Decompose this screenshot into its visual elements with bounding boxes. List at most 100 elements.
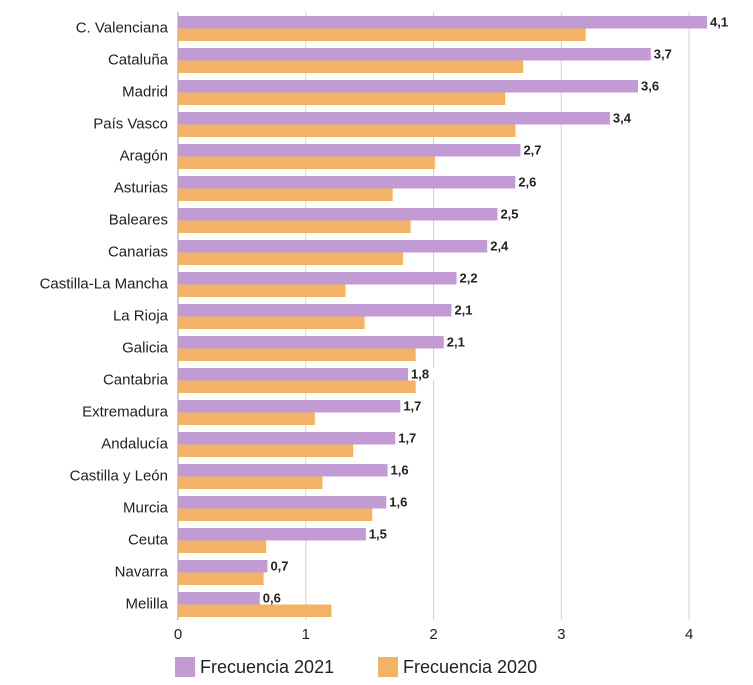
value-label-bg: [387, 496, 414, 509]
bar: [178, 348, 416, 361]
value-label: 2,7: [523, 143, 541, 158]
bar: [178, 28, 586, 41]
bar: [178, 432, 396, 445]
bar: [178, 208, 498, 221]
value-label-bg: [396, 432, 423, 445]
value-label: 2,4: [490, 239, 509, 254]
bar: [178, 604, 332, 617]
value-label: 1,5: [369, 527, 387, 542]
value-label: 0,6: [263, 591, 281, 606]
value-label: 1,6: [389, 495, 407, 510]
y-tick-label: Extremadura: [82, 403, 169, 420]
bar: [178, 60, 523, 73]
y-tick-label: C. Valenciana: [76, 19, 169, 36]
value-label: 2,2: [460, 271, 478, 286]
value-label: 1,7: [403, 399, 421, 414]
value-label-bg: [516, 176, 543, 189]
bar: [178, 48, 651, 61]
bar: [178, 336, 444, 349]
value-label: 4,1: [710, 15, 728, 30]
x-tick-label: 3: [557, 626, 565, 643]
value-label: 1,8: [411, 367, 429, 382]
value-label: 3,6: [641, 79, 659, 94]
value-label-bg: [401, 400, 428, 413]
legend-swatch: [175, 657, 195, 677]
value-label: 2,1: [454, 303, 472, 318]
value-label-bg: [388, 464, 415, 477]
y-tick-label: Ceuta: [128, 531, 169, 548]
bar: [178, 252, 403, 265]
y-tick-label: Baleares: [109, 211, 168, 228]
x-tick-label: 4: [685, 626, 693, 643]
y-tick-label: Castilla y León: [70, 467, 168, 484]
y-tick-label: Castilla-La Mancha: [40, 275, 169, 292]
value-label-bg: [708, 16, 734, 29]
y-tick-label: Aragón: [120, 147, 168, 164]
bar: [178, 444, 354, 457]
value-label-bg: [521, 144, 548, 157]
value-label-bg: [488, 240, 515, 253]
bar: [178, 80, 638, 93]
value-label-bg: [366, 528, 393, 541]
bar: [178, 176, 516, 189]
bar: [178, 540, 267, 553]
bar: [178, 272, 457, 285]
bar: [178, 124, 516, 137]
value-label-bg: [260, 592, 287, 605]
value-label-bg: [498, 208, 525, 221]
bar: [178, 188, 393, 201]
x-tick-label: 2: [429, 626, 437, 643]
y-tick-label: Andalucía: [101, 435, 168, 452]
value-label-bg: [409, 368, 435, 381]
value-label-bg: [457, 272, 484, 285]
value-label: 2,1: [447, 335, 465, 350]
bar: [178, 508, 373, 521]
bar: [178, 464, 388, 477]
value-label-bg: [452, 304, 479, 317]
y-tick-label: Asturias: [114, 179, 168, 196]
bar: [178, 572, 264, 585]
value-label: 1,7: [398, 431, 416, 446]
bar: [178, 528, 366, 541]
y-tick-label: Melilla: [125, 595, 168, 612]
bar: [178, 144, 521, 157]
bar: [178, 112, 610, 125]
value-label-bg: [610, 112, 637, 125]
bar: [178, 368, 408, 381]
x-tick-label: 0: [174, 626, 182, 643]
bar: [178, 316, 365, 329]
y-tick-label: Canarias: [108, 243, 168, 260]
bar: [178, 496, 387, 509]
value-label-bg: [444, 336, 471, 349]
bar: [178, 380, 416, 393]
bar: [178, 304, 452, 317]
bar: [178, 16, 707, 29]
bar: [178, 592, 260, 605]
value-label: 3,7: [654, 47, 672, 62]
y-tick-label: La Rioja: [113, 307, 169, 324]
y-tick-label: Madrid: [122, 83, 168, 100]
bar: [178, 240, 488, 253]
y-tick-label: Cataluña: [108, 51, 169, 68]
bar: [178, 220, 411, 233]
y-tick-label: Galicia: [122, 339, 169, 356]
value-label: 0,7: [270, 559, 288, 574]
value-label: 1,6: [391, 463, 409, 478]
y-tick-label: Navarra: [115, 563, 169, 580]
bar: [178, 156, 435, 169]
bar: [178, 412, 315, 425]
value-label: 2,6: [518, 175, 536, 190]
legend-label: Frecuencia 2020: [403, 657, 537, 677]
value-label-bg: [651, 48, 678, 61]
x-tick-label: 1: [302, 626, 310, 643]
y-tick-label: Murcia: [123, 499, 169, 516]
bar: [178, 284, 346, 297]
y-tick-label: Cantabria: [103, 371, 169, 388]
legend-label: Frecuencia 2021: [200, 657, 334, 677]
value-label-bg: [268, 560, 295, 573]
bar: [178, 400, 401, 413]
y-tick-label: País Vasco: [93, 115, 168, 132]
bar: [178, 560, 268, 573]
value-label: 2,5: [500, 207, 518, 222]
